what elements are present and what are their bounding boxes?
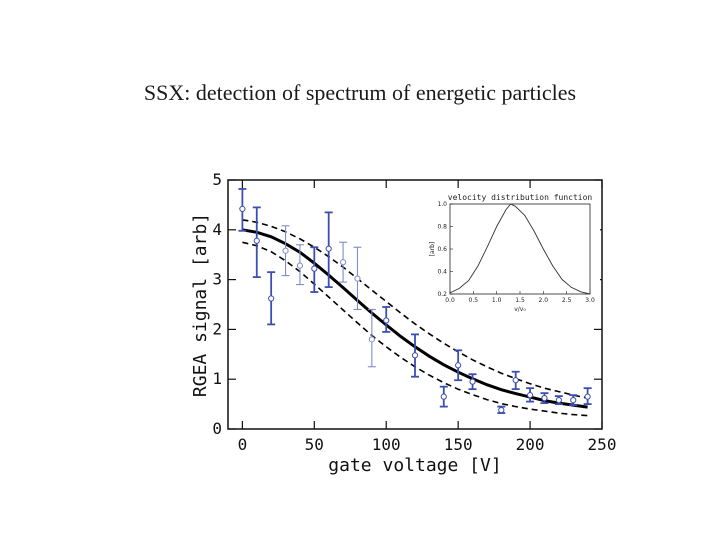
data-point [526, 392, 534, 399]
data-point [311, 265, 318, 272]
y-tick-label: 2 [212, 319, 222, 338]
y-tick-label: 0 [212, 419, 222, 438]
data-point [268, 295, 275, 302]
data-point [411, 352, 419, 359]
data-points [238, 188, 592, 414]
data-point [368, 336, 375, 343]
data-point [498, 406, 505, 414]
data-point [541, 395, 548, 402]
inset-y-tick-label: 0.2 [437, 291, 447, 298]
data-point [455, 362, 462, 369]
inset-x-tick-label: 0.0 [445, 297, 455, 304]
inset-title: velocity distribution function [448, 193, 593, 202]
inset-y-tick-label: 0.6 [437, 246, 447, 253]
x-axis-title: gate voltage [V] [328, 455, 501, 476]
inset-chart: velocity distribution function [arb] v/v… [428, 190, 600, 314]
y-tick-label: 1 [212, 369, 222, 388]
slide-title: SSX: detection of spectrum of energetic … [143, 80, 577, 105]
data-point [325, 245, 332, 252]
inset-distribution-line [449, 203, 591, 295]
y-tick-label: 5 [212, 170, 222, 189]
inset-y-tick-label: 0.4 [437, 269, 447, 276]
inset-y-tick-label: 1.0 [437, 201, 447, 208]
inset-x-axis-title: v/v₀ [514, 306, 526, 313]
plot-frame [227, 179, 603, 430]
data-point [354, 275, 361, 282]
y-tick-label: 4 [212, 220, 222, 239]
x-tick-label: 50 [305, 435, 324, 454]
data-point [339, 259, 347, 266]
data-point [383, 317, 390, 324]
data-point [440, 393, 447, 400]
bound-curve [242, 219, 588, 399]
inset-x-tick-label: 1.0 [492, 297, 502, 304]
y-axis-title: RGEA signal [arb] [190, 213, 211, 397]
inset-x-tick-label: 3.0 [585, 297, 595, 304]
data-point [282, 247, 289, 254]
data-point [239, 205, 246, 212]
data-point [469, 378, 476, 385]
data-point [555, 397, 562, 404]
inset-y-axis-title: [arb] [429, 242, 436, 257]
y-tick-label: 3 [212, 270, 222, 289]
data-point [570, 397, 577, 404]
inset-x-tick-label: 2.0 [539, 297, 549, 304]
inset-x-tick-label: 0.5 [469, 297, 479, 304]
inset-x-tick-label: 1.5 [515, 297, 525, 304]
x-tick-label: 200 [516, 435, 545, 454]
inset-y-tick-label: 0.8 [437, 224, 447, 231]
y-axis: 0 1 2 3 4 5 [212, 170, 602, 438]
data-point [296, 262, 304, 269]
inset-curve [449, 203, 591, 295]
inset-x-tick-label: 2.5 [562, 297, 572, 304]
x-tick-label: 0 [238, 435, 248, 454]
data-point [584, 393, 591, 400]
data-point [512, 377, 519, 384]
inset-ticks: 0.0 0.5 1.0 1.5 2.0 2.5 3.0 0.2 0.4 0.6 0.8 1.0 [437, 201, 594, 304]
x-axis: 0 50 100 150 200 250 [238, 180, 617, 454]
x-tick-label: 150 [444, 435, 473, 454]
data-point [253, 237, 260, 244]
inset-background [428, 190, 600, 314]
x-tick-label: 100 [372, 435, 401, 454]
x-tick-label: 250 [588, 435, 617, 454]
